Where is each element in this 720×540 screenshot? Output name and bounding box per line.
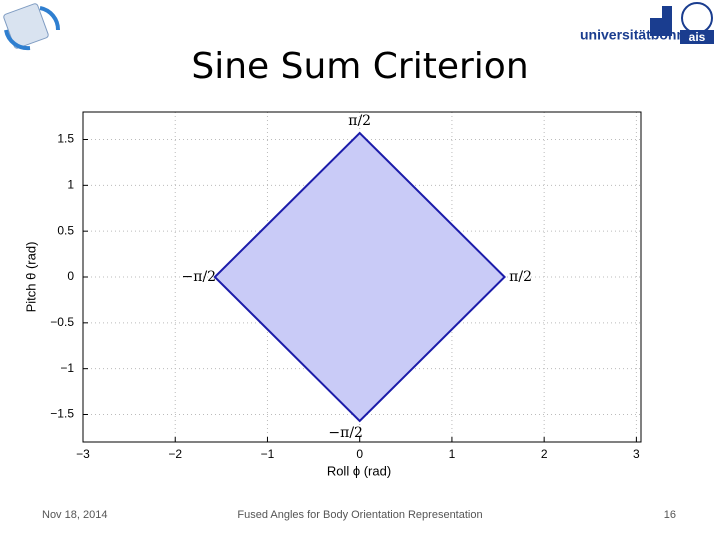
corner-icon <box>3 3 61 51</box>
x-tick-label: −1 <box>261 447 275 461</box>
x-tick-label: 3 <box>633 447 640 461</box>
x-tick-label: −2 <box>168 447 182 461</box>
page-number: 16 <box>664 509 676 521</box>
y-tick-label: 0 <box>67 269 74 283</box>
x-tick-label: 0 <box>356 447 363 461</box>
x-tick-label: −3 <box>76 447 90 461</box>
y-tick-label: −1.5 <box>50 407 74 421</box>
annotation: −π/2 <box>182 269 217 285</box>
x-tick-label: 2 <box>541 447 548 461</box>
footer-title: Fused Angles for Body Orientation Repres… <box>237 509 482 521</box>
x-axis-label: Roll ϕ (rad) <box>327 463 391 478</box>
logo-group: ais <box>689 30 706 44</box>
footer-date: Nov 18, 2014 <box>42 509 107 521</box>
chart-title: Sine Sum Criterion <box>191 46 528 87</box>
logo: universitätbonn ais <box>580 2 714 44</box>
annotation: −π/2 <box>328 425 363 441</box>
annotation: π/2 <box>509 269 532 285</box>
y-tick-label: −0.5 <box>50 315 74 329</box>
plot-frame <box>82 111 642 443</box>
y-tick-label: −1 <box>60 361 74 375</box>
logo-text: universitätbonn <box>580 27 685 43</box>
y-axis-label: Pitch θ (rad) <box>23 242 38 313</box>
x-tick-label: 1 <box>449 447 456 461</box>
y-tick-label: 0.5 <box>57 223 74 237</box>
annotation: π/2 <box>348 113 371 129</box>
y-tick-label: 1 <box>67 178 74 192</box>
area <box>213 131 506 423</box>
y-tick-label: 1.5 <box>57 132 74 146</box>
